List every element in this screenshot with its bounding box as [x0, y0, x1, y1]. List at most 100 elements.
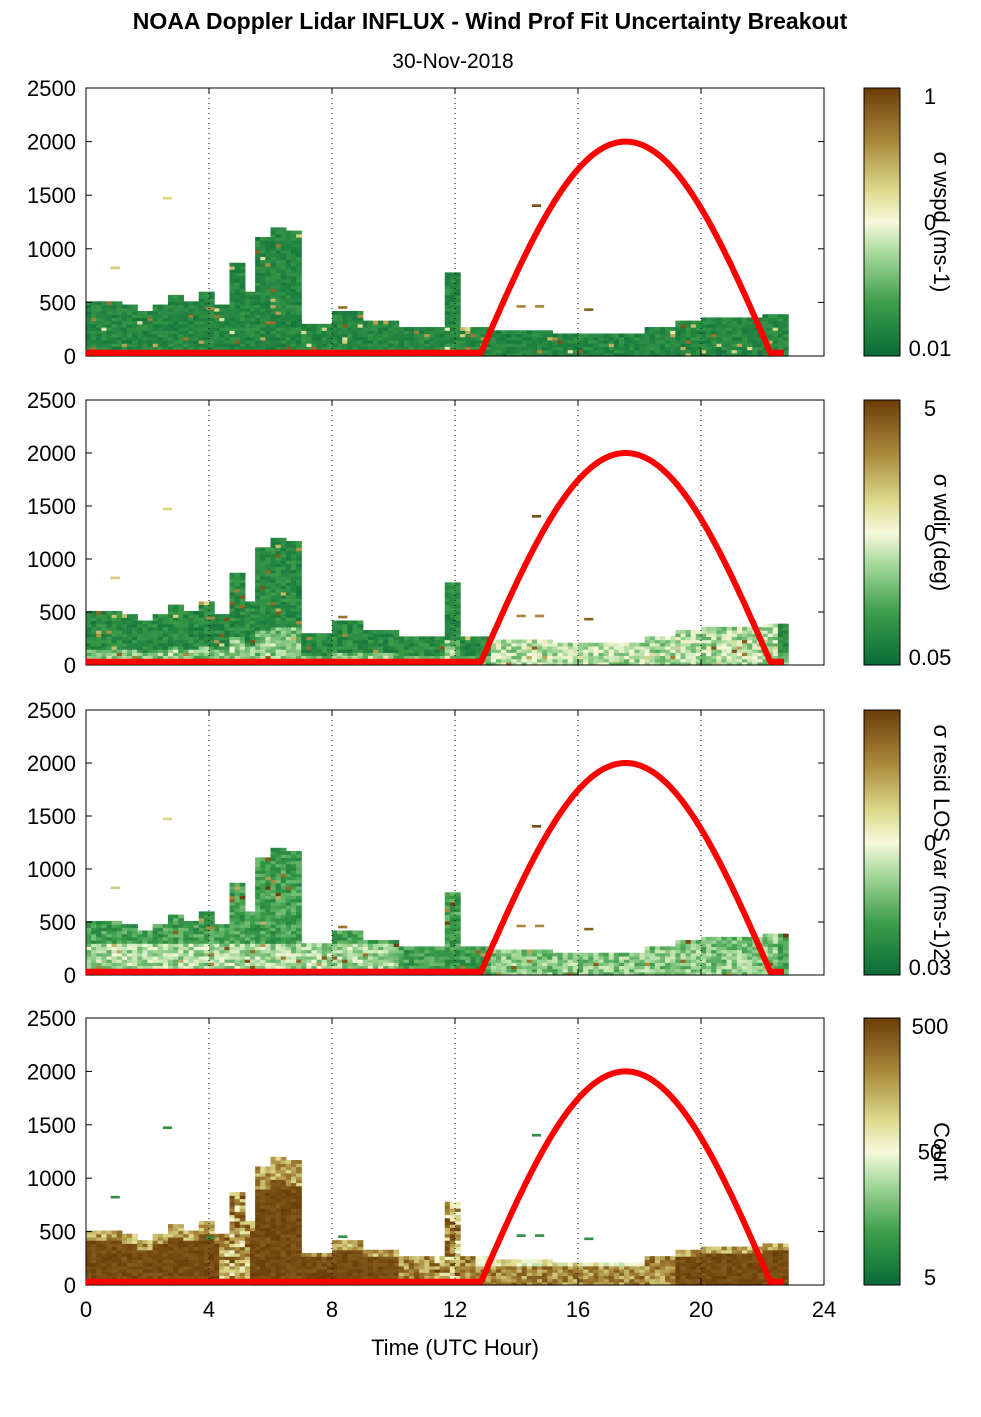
- heatmap-cell: [255, 547, 261, 551]
- heatmap-cell: [183, 301, 189, 305]
- heatmap-cell: [481, 327, 487, 331]
- colorbar-tick-label: 0.05: [909, 645, 952, 670]
- heatmap-cell: [206, 617, 215, 620]
- heatmap-cell: [768, 624, 774, 628]
- heatmap-cell: [189, 301, 195, 305]
- y-tick-label: 0: [64, 344, 76, 369]
- heatmap-cell: [619, 643, 625, 647]
- heatmap-cell: [455, 272, 461, 276]
- heatmap-cell: [547, 640, 553, 644]
- heatmap-cell: [183, 921, 189, 925]
- heatmap-cell: [535, 615, 544, 618]
- heatmap-cell: [614, 333, 620, 337]
- y-tick-label: 2000: [27, 130, 76, 155]
- heatmap-cell: [255, 857, 261, 861]
- heatmap-cell: [163, 197, 172, 200]
- heatmap-cell: [332, 311, 338, 315]
- heatmap-cell: [742, 317, 748, 321]
- heatmap-cell: [378, 321, 384, 325]
- heatmap-cell: [265, 857, 271, 861]
- heatmap-cell: [317, 943, 323, 947]
- heatmap-cell: [419, 327, 425, 331]
- heatmap-cell: [240, 573, 246, 577]
- heatmap-cell: [655, 327, 661, 331]
- heatmap-cell: [465, 636, 471, 640]
- heatmap-cell: [111, 266, 120, 269]
- heatmap-cell: [142, 930, 148, 934]
- heatmap-cell: [583, 333, 589, 337]
- heatmap-cell: [122, 924, 128, 928]
- heatmap-cell: [281, 227, 287, 231]
- heatmap-cell: [322, 324, 328, 328]
- heatmap-cell: [122, 614, 128, 618]
- heatmap-cell: [481, 636, 487, 640]
- heatmap-cell: [153, 305, 159, 309]
- y-tick-label: 0: [64, 653, 76, 678]
- heatmap-cell: [101, 611, 107, 615]
- heatmap-cell: [532, 515, 541, 518]
- heatmap-cell: [245, 911, 251, 915]
- heatmap-cell: [183, 611, 189, 615]
- heatmap-cell: [563, 643, 569, 647]
- heatmap-cell: [681, 630, 687, 634]
- heatmap-cell: [301, 324, 307, 328]
- heatmap-cell: [337, 620, 343, 624]
- heatmap-cell: [593, 643, 599, 647]
- heatmap-cell: [107, 611, 113, 615]
- heatmap-cell: [593, 333, 599, 337]
- heatmap-cell: [568, 643, 574, 647]
- heatmap-cell: [399, 636, 405, 640]
- heatmap-cell: [219, 924, 225, 928]
- heatmap-cell: [363, 630, 369, 634]
- heatmap-cell: [338, 616, 347, 619]
- heatmap-cell: [112, 921, 118, 925]
- heatmap-cell: [404, 327, 410, 331]
- heatmap-cell: [773, 624, 779, 628]
- heatmap-cell: [101, 921, 107, 925]
- heatmap-cell: [686, 630, 692, 634]
- heatmap-cell: [112, 611, 118, 615]
- heatmap-cell: [358, 620, 364, 624]
- heatmap-cell: [204, 601, 210, 605]
- heatmap-cell: [517, 305, 526, 308]
- heatmap-cell: [342, 311, 348, 315]
- heatmap-cell: [604, 643, 610, 647]
- heatmap-cell: [265, 237, 271, 241]
- heatmap-cell: [178, 915, 184, 919]
- heatmap-cell: [291, 851, 297, 855]
- heatmap-cell: [511, 640, 517, 644]
- chart-subtitle: 30-Nov-2018: [392, 50, 513, 73]
- heatmap-cell: [701, 317, 707, 321]
- heatmap-cell: [599, 333, 605, 337]
- heatmap-cell: [260, 237, 266, 241]
- heatmap-cell: [168, 605, 174, 609]
- heatmap-cell: [440, 636, 446, 640]
- heatmap-cell: [535, 305, 544, 308]
- heatmap-cell: [660, 636, 666, 640]
- heatmap-cell: [353, 311, 359, 315]
- heatmap-cell: [111, 576, 120, 579]
- heatmap-cell: [609, 333, 615, 337]
- heatmap-cell: [137, 620, 143, 624]
- heatmap-cell: [189, 611, 195, 615]
- heatmap-cell: [148, 620, 154, 624]
- heatmap-cell: [409, 636, 415, 640]
- heatmap-cell: [189, 921, 195, 925]
- heatmap-cell: [383, 630, 389, 634]
- heatmap-cell: [722, 317, 728, 321]
- heatmap-cell: [711, 317, 717, 321]
- heatmap-cell: [194, 301, 200, 305]
- heatmap-cell: [286, 541, 292, 545]
- heatmap-cell: [224, 305, 230, 309]
- y-tick-label: 2500: [27, 76, 76, 101]
- colorbar-label: σ wspd (ms-1): [929, 152, 954, 293]
- y-tick-label: 500: [39, 290, 76, 315]
- heatmap-cell: [163, 508, 172, 511]
- heatmap-cells: [86, 818, 789, 976]
- heatmap-cell: [424, 327, 430, 331]
- heatmap-cell: [558, 643, 564, 647]
- heatmap-cell: [650, 636, 656, 640]
- y-tick-label: 2000: [27, 441, 76, 466]
- heatmap-cell: [271, 848, 277, 852]
